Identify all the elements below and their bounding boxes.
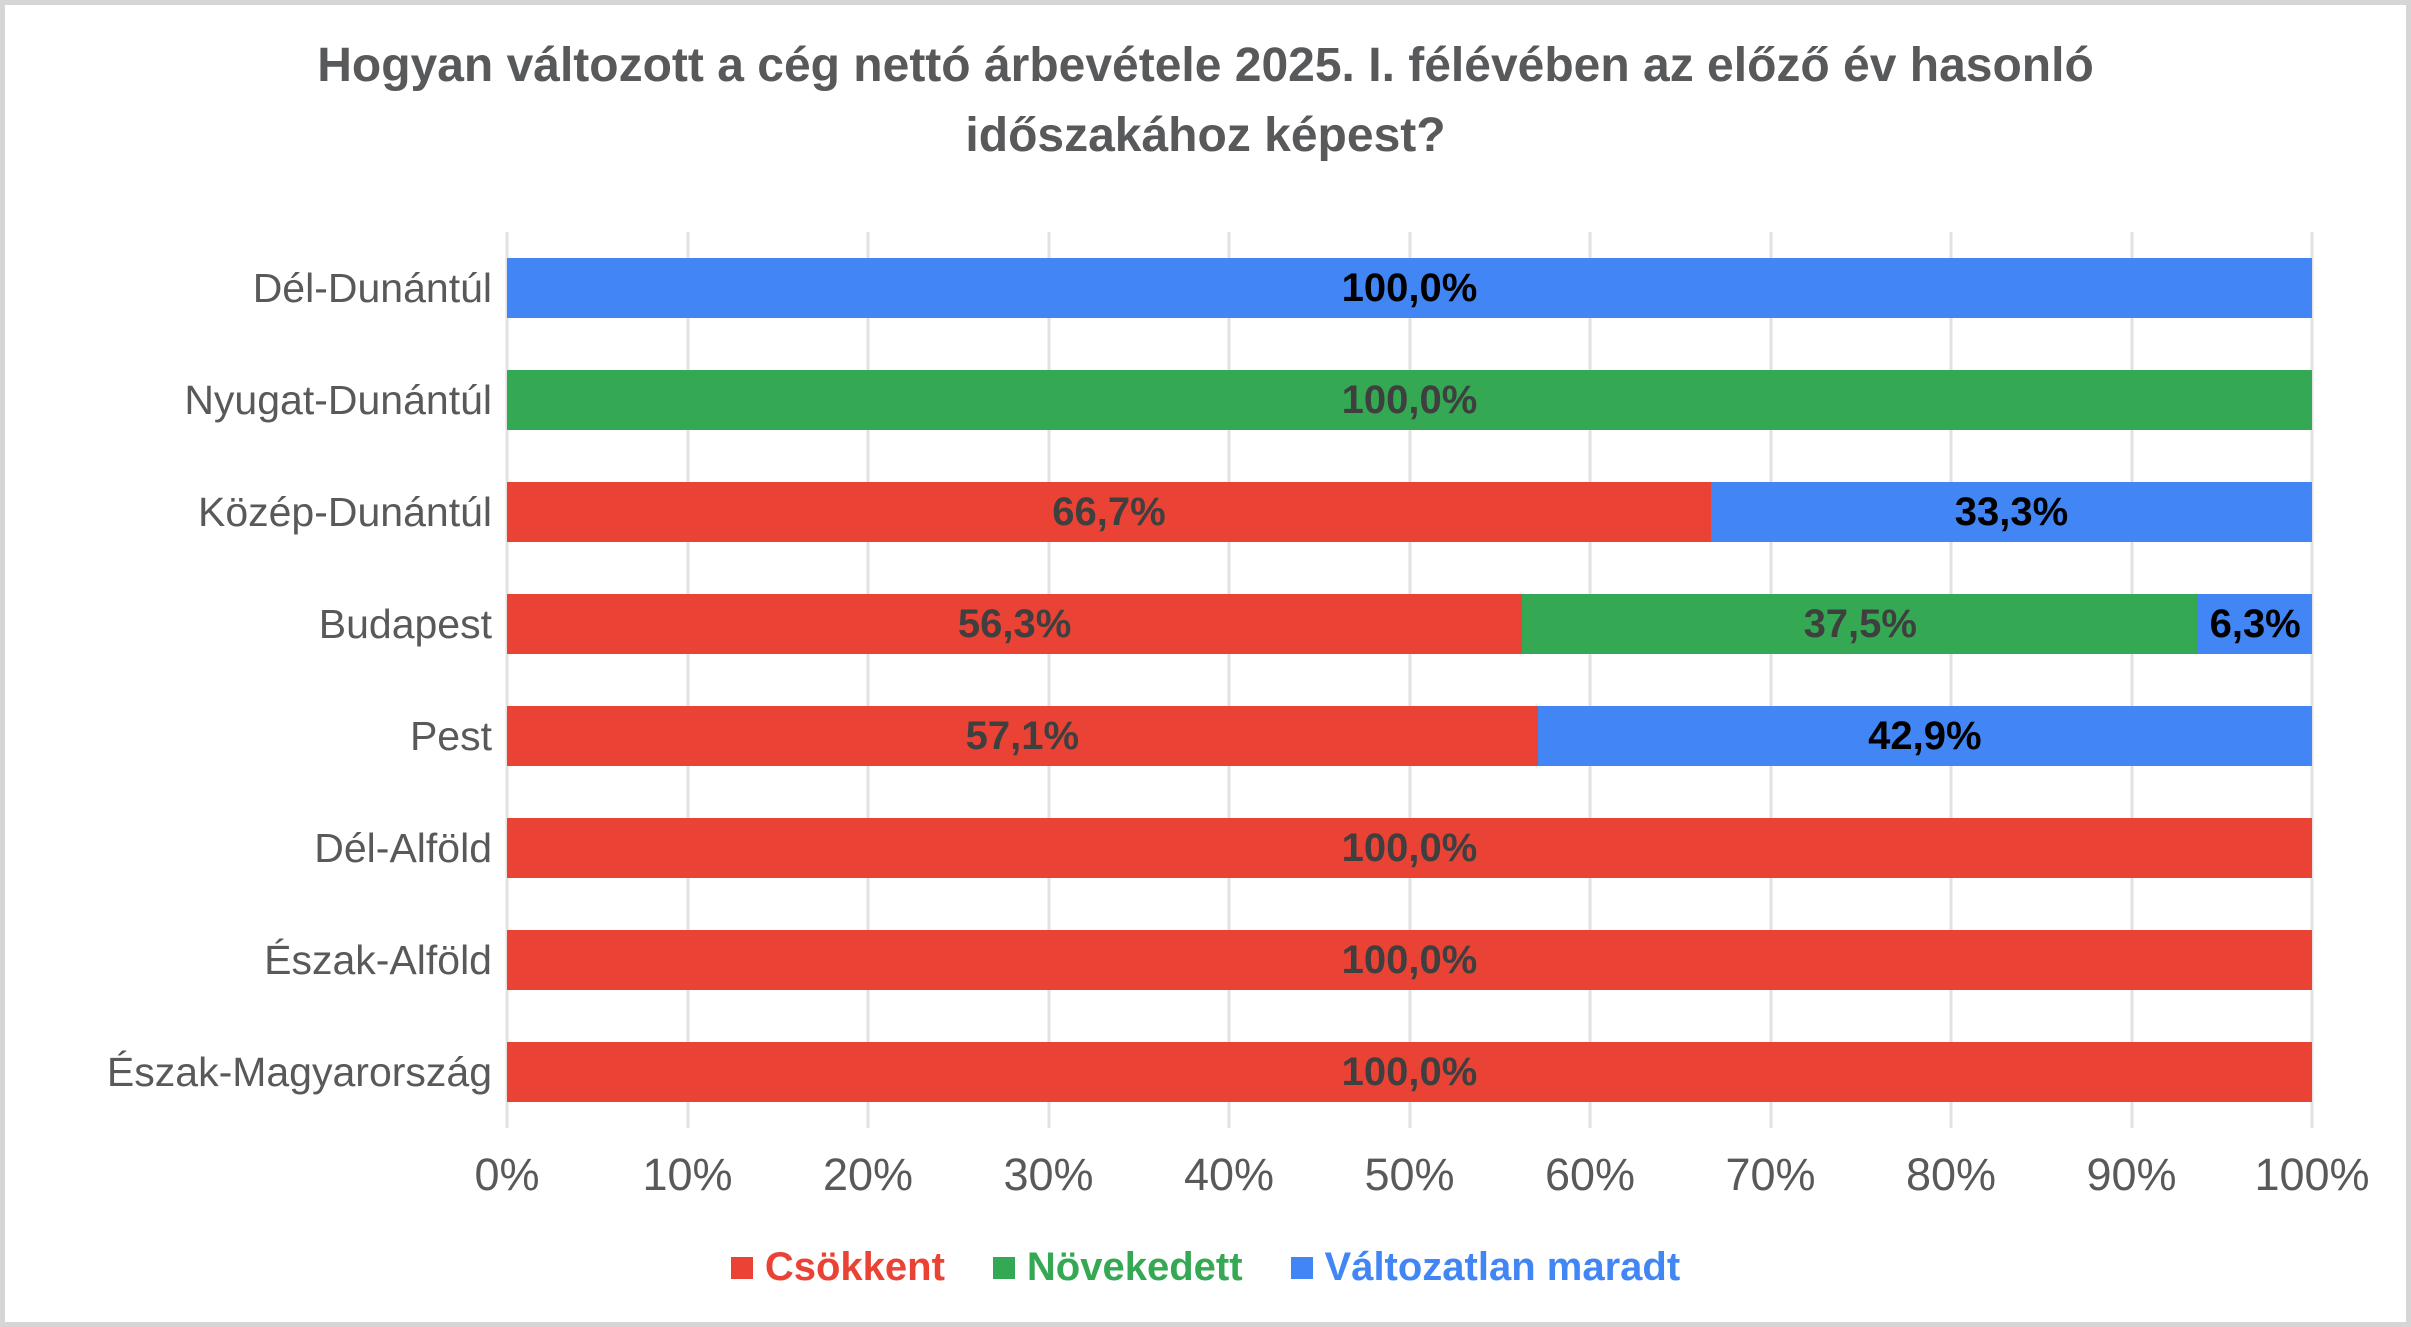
legend: Csökkent Növekedett Változatlan maradt xyxy=(5,1245,2406,1290)
gridline xyxy=(686,232,689,1128)
segment-value-label: 56,3% xyxy=(957,601,1072,646)
segment-value-label: 100,0% xyxy=(1341,377,1478,422)
plot-area: 100,0% 100,0% 66,7% 33,3% 56,3% 37,5% 6,3% 57,1… xyxy=(505,232,2314,1128)
segment-value-label: 100,0% xyxy=(1341,265,1478,310)
category-axis: Dél-Dunántúl Nyugat-Dunántúl Közép-Dunántú… xyxy=(5,232,492,1128)
bar-segment[interactable]: 100,0% xyxy=(507,370,2312,430)
gridline xyxy=(1588,232,1592,1128)
bar-segment[interactable]: 56,3% xyxy=(507,594,1523,654)
chart-title: Hogyan változott a cég nettó árbevétele … xyxy=(317,39,2094,162)
category-label: Észak-Alföld xyxy=(264,936,492,983)
x-axis-tick-label: 20% xyxy=(822,1149,914,1200)
category-label: Észak-Magyarország xyxy=(106,1048,492,1095)
gridline xyxy=(1949,232,1953,1128)
gridline xyxy=(1047,232,1050,1128)
bar-segment[interactable]: 57,1% xyxy=(507,706,1538,766)
x-axis-tick-label: 50% xyxy=(1364,1149,1455,1200)
legend-swatch xyxy=(730,1256,753,1279)
category-label: Dél-Alföld xyxy=(314,824,492,871)
segment-value-label: 42,9% xyxy=(1868,713,1982,758)
gridline xyxy=(1408,232,1411,1128)
x-axis-tick-label: 70% xyxy=(1725,1149,1816,1200)
legend-label: Változatlan maradt xyxy=(1324,1245,1681,1289)
gridline xyxy=(866,232,870,1128)
category-label: Budapest xyxy=(318,600,492,647)
bar-row: 66,7% 33,3% xyxy=(507,482,2312,542)
segment-value-label: 6,3% xyxy=(2209,601,2301,646)
bar-segment[interactable]: 42,9% xyxy=(1537,706,2312,766)
bar-segment[interactable]: 6,3% xyxy=(2198,594,2312,654)
bar-segment[interactable]: 33,3% xyxy=(1710,482,2312,542)
bar-segment[interactable]: 37,5% xyxy=(1522,594,2199,654)
gridline xyxy=(2310,232,2314,1128)
bar-row: 100,0% xyxy=(507,1042,2312,1102)
category-label: Pest xyxy=(409,712,492,759)
legend-item[interactable]: Változatlan maradt xyxy=(1290,1245,1681,1290)
category-label: Nyugat-Dunántúl xyxy=(184,376,492,423)
gridline xyxy=(505,232,509,1128)
legend-swatch xyxy=(1290,1256,1313,1279)
segment-value-label: 100,0% xyxy=(1341,825,1478,870)
bar-segment[interactable]: 100,0% xyxy=(507,1042,2312,1102)
x-axis-tick-label: 60% xyxy=(1544,1149,1636,1200)
bar-row: 100,0% xyxy=(507,258,2312,318)
gridline xyxy=(1769,232,1772,1128)
bar-row: 100,0% xyxy=(507,930,2312,990)
x-axis: 0% 10% 20% 30% 40% 50% 60% 70% 80% 90% 100% xyxy=(474,1149,2369,1205)
bar-row: 100,0% xyxy=(507,818,2312,878)
legend-label: Csökkent xyxy=(764,1245,945,1289)
x-axis-tick-label: 30% xyxy=(1003,1149,1094,1200)
bar-segment[interactable]: 100,0% xyxy=(507,930,2312,990)
bar-row: 100,0% xyxy=(507,370,2312,430)
x-axis-tick-label: 10% xyxy=(642,1149,733,1200)
legend-item[interactable]: Növekedett xyxy=(992,1245,1243,1290)
gridline xyxy=(2130,232,2133,1128)
segment-value-label: 66,7% xyxy=(1052,489,1166,534)
bar-row: 57,1% 42,9% xyxy=(507,706,2312,766)
category-label: Közép-Dunántúl xyxy=(197,488,492,535)
segment-value-label: 100,0% xyxy=(1341,1049,1478,1094)
segment-value-label: 100,0% xyxy=(1341,937,1478,982)
legend-label: Növekedett xyxy=(1026,1245,1243,1289)
x-axis-tick-label: 80% xyxy=(1905,1149,1997,1200)
bar-row: 56,3% 37,5% 6,3% xyxy=(507,594,2312,654)
legend-item[interactable]: Csökkent xyxy=(730,1245,945,1290)
category-label: Dél-Dunántúl xyxy=(252,264,492,311)
legend-swatch xyxy=(992,1256,1015,1279)
segment-value-label: 37,5% xyxy=(1803,601,1917,646)
gridline xyxy=(1227,232,1231,1128)
x-axis-tick-label: 0% xyxy=(474,1149,540,1200)
segment-value-label: 33,3% xyxy=(1954,489,2069,534)
x-axis-tick-label: 40% xyxy=(1183,1149,1275,1200)
bar-segment[interactable]: 100,0% xyxy=(507,258,2312,318)
bar-segment[interactable]: 100,0% xyxy=(507,818,2312,878)
bar-segment[interactable]: 66,7% xyxy=(507,482,1711,542)
segment-value-label: 57,1% xyxy=(965,713,1080,758)
x-axis-tick-label: 100% xyxy=(2254,1149,2370,1200)
x-axis-tick-label: 90% xyxy=(2086,1149,2177,1200)
